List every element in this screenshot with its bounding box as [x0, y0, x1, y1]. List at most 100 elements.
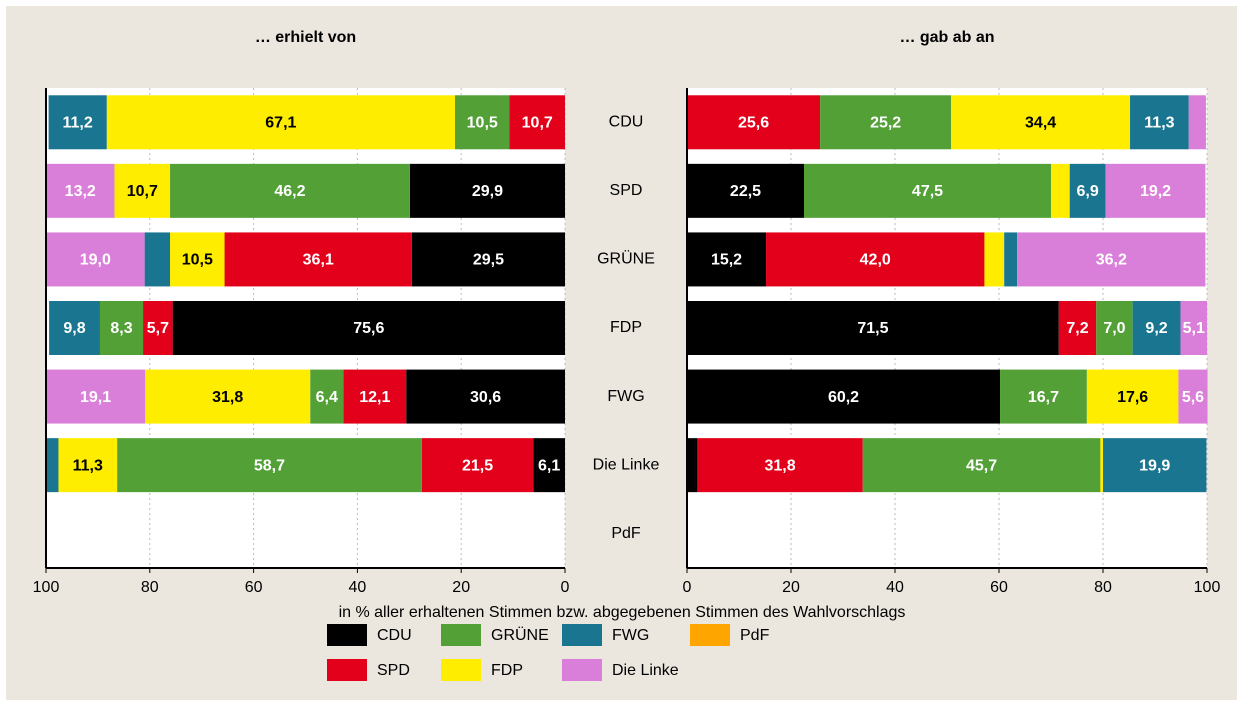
- data-label: 6,1: [538, 457, 560, 474]
- bar-segment: [406, 369, 565, 424]
- bar-segment: [820, 95, 952, 150]
- bar-segment: [144, 232, 171, 287]
- x-tick-label: 100: [1194, 579, 1221, 596]
- legend-swatch: [327, 624, 367, 646]
- legend-label: CDU: [377, 627, 412, 644]
- data-label: 36,1: [303, 252, 334, 269]
- data-label: 8,3: [110, 320, 132, 337]
- bar-segment: [687, 369, 1001, 424]
- legend-swatch: [690, 624, 730, 646]
- data-label: 46,2: [274, 183, 305, 200]
- data-label: 7,0: [1103, 320, 1125, 337]
- x-tick-label: 20: [452, 579, 470, 596]
- data-label: 25,2: [870, 115, 901, 132]
- data-label: 9,8: [63, 320, 85, 337]
- data-label: 9,2: [1145, 320, 1167, 337]
- bar-segment: [1086, 369, 1179, 424]
- bar-segment: [46, 163, 115, 218]
- bar-segment: [1058, 301, 1097, 355]
- bar-segment: [1130, 95, 1189, 150]
- x-tick-label: 80: [1094, 579, 1112, 596]
- bar-segment: [310, 369, 344, 424]
- category-label: Die Linke: [593, 456, 660, 473]
- data-label: 60,2: [828, 389, 859, 406]
- bar-segment: [687, 95, 821, 150]
- data-label: 47,5: [912, 183, 943, 200]
- x-tick-label: 40: [349, 579, 367, 596]
- data-label: 42,0: [860, 252, 891, 269]
- bar-segment: [533, 438, 565, 493]
- bar-segment: [804, 163, 1051, 218]
- bar-segment: [766, 232, 985, 287]
- x-tick-label: 80: [141, 579, 159, 596]
- bar-segment: [46, 438, 59, 493]
- bar-segment: [1096, 301, 1133, 355]
- data-label: 75,6: [353, 320, 384, 337]
- legend-label: FDP: [491, 662, 523, 679]
- data-label: 15,2: [711, 252, 742, 269]
- bar-segment: [1000, 369, 1087, 424]
- data-label: 7,2: [1066, 320, 1088, 337]
- legend-label: Die Linke: [612, 662, 679, 679]
- bar-segment: [99, 301, 144, 355]
- data-label: 58,7: [254, 457, 285, 474]
- data-label: 5,1: [1183, 320, 1205, 337]
- bar-segment: [697, 438, 863, 493]
- panel-title: … erhielt von: [255, 29, 356, 46]
- bar-segment: [48, 95, 107, 150]
- x-tick-label: 20: [782, 579, 800, 596]
- panel-title: … gab ab an: [899, 29, 994, 46]
- data-label: 45,7: [966, 457, 997, 474]
- bar-segment: [1180, 301, 1207, 355]
- bar-segment: [49, 301, 100, 355]
- bar-segment: [172, 301, 566, 355]
- category-label: GRÜNE: [597, 250, 655, 268]
- data-label: 19,1: [80, 389, 111, 406]
- bar-segment: [224, 232, 412, 287]
- category-label: CDU: [609, 114, 644, 131]
- bar-segment: [343, 369, 407, 424]
- data-label: 10,5: [467, 115, 498, 132]
- data-label: 11,2: [63, 115, 93, 132]
- data-label: 11,3: [73, 457, 103, 474]
- bar-segment: [58, 438, 118, 493]
- bar-segment: [1105, 163, 1206, 218]
- bar-segment: [687, 163, 804, 218]
- bar-segment: [1132, 301, 1181, 355]
- bar-segment: [46, 232, 145, 287]
- category-label: SPD: [610, 182, 643, 199]
- data-label: 17,6: [1117, 389, 1148, 406]
- data-label: 21,5: [462, 457, 493, 474]
- data-label: 19,9: [1139, 457, 1170, 474]
- data-label: 67,1: [265, 115, 296, 132]
- bar-segment: [1188, 95, 1206, 150]
- data-label: 5,6: [1182, 389, 1204, 406]
- x-tick-label: 100: [33, 579, 60, 596]
- legend-swatch: [562, 624, 602, 646]
- bar-segment: [687, 301, 1059, 355]
- data-label: 12,1: [359, 389, 390, 406]
- bar-segment: [145, 369, 311, 424]
- data-label: 31,8: [765, 457, 796, 474]
- bar-segment: [46, 369, 146, 424]
- data-label: 22,5: [730, 183, 761, 200]
- bar-segment: [409, 163, 565, 218]
- data-label: 5,7: [147, 320, 169, 337]
- legend-label: GRÜNE: [491, 626, 549, 644]
- data-label: 16,7: [1028, 389, 1059, 406]
- bar-segment: [509, 95, 565, 150]
- data-label: 10,5: [182, 252, 213, 269]
- bar-segment: [1100, 438, 1103, 493]
- x-tick-label: 0: [561, 579, 570, 596]
- category-label: FWG: [607, 388, 644, 405]
- data-label: 19,0: [80, 252, 111, 269]
- bar-segment: [1051, 163, 1070, 218]
- x-tick-label: 40: [886, 579, 904, 596]
- bar-segment: [114, 163, 171, 218]
- bar-segment: [454, 95, 510, 150]
- bar-segment: [106, 95, 455, 150]
- x-tick-label: 60: [990, 579, 1008, 596]
- bar-segment: [1004, 232, 1018, 287]
- data-label: 13,2: [65, 183, 96, 200]
